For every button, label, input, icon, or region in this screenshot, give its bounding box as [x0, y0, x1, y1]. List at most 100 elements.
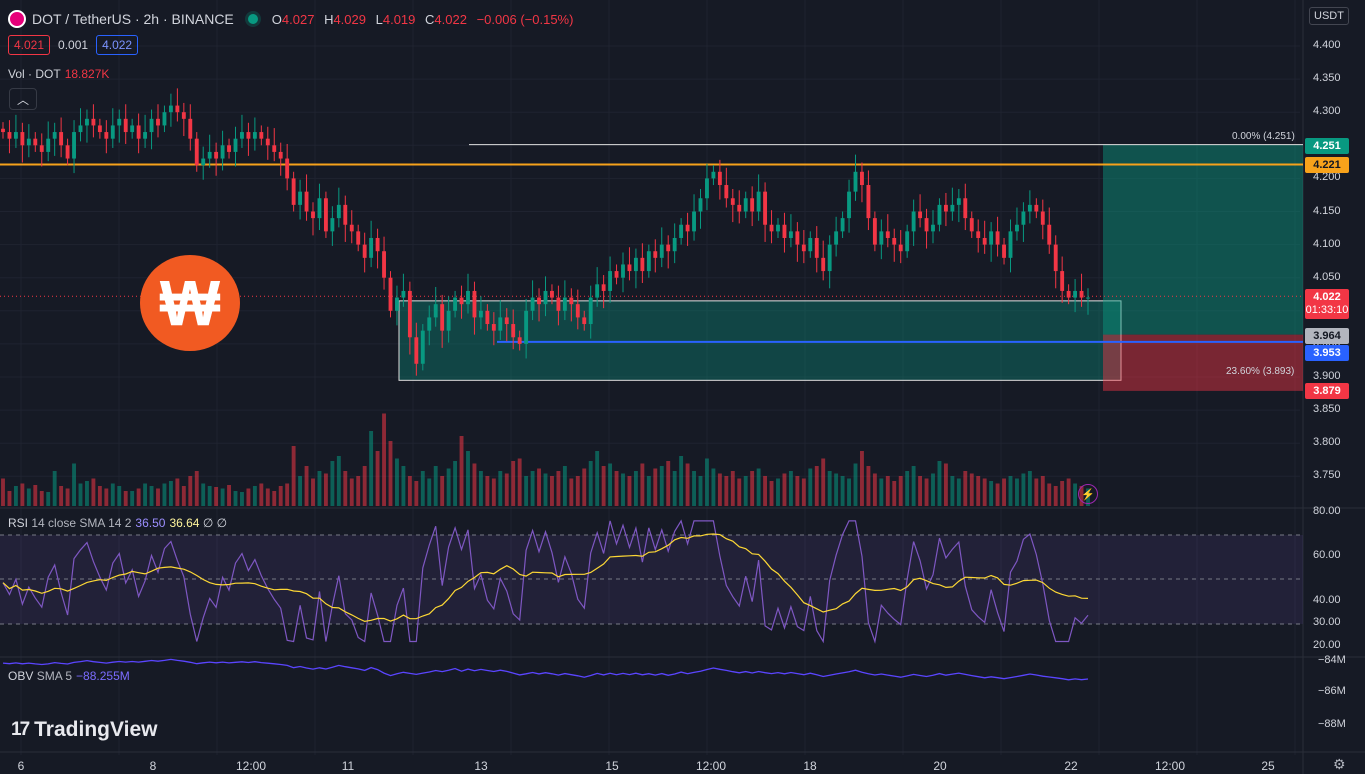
volume-bar: [659, 466, 664, 506]
volume-bar: [653, 468, 658, 506]
volume-bar: [743, 476, 748, 506]
volume-bar: [433, 466, 438, 506]
volume-bar: [705, 458, 709, 506]
candle-body: [498, 317, 503, 331]
currency-selector[interactable]: USDT: [1309, 7, 1349, 25]
tradingview-logo[interactable]: 17 TradingView: [11, 718, 158, 741]
candle-body: [1002, 244, 1006, 258]
candle-body: [931, 224, 935, 232]
volume-bar: [750, 471, 755, 506]
volume-bar: [847, 478, 851, 506]
candle-body: [427, 317, 432, 331]
volume-bar: [240, 492, 244, 506]
volume-bar: [91, 478, 96, 506]
volume-bar: [65, 488, 70, 506]
volume-bar: [20, 483, 25, 506]
symbol-title[interactable]: DOT / TetherUS · 2h · BINANCE: [32, 11, 234, 27]
volume-bar: [672, 471, 677, 506]
volume-bar: [317, 471, 322, 506]
candle-body: [136, 125, 141, 139]
volume-bar: [214, 487, 219, 506]
volume-bar: [608, 463, 613, 506]
candle-body: [1073, 290, 1078, 298]
volume-bar: [679, 456, 684, 506]
candle-body: [588, 297, 593, 325]
candle-body: [550, 290, 554, 298]
time-axis-label: 11: [341, 759, 355, 773]
candle-body: [672, 237, 677, 252]
lightning-icon[interactable]: ⚡: [1078, 484, 1098, 504]
volume-bar: [414, 481, 419, 506]
candle-body: [485, 310, 490, 325]
time-axis-label: 25: [1261, 759, 1275, 773]
candle-body: [272, 145, 277, 152]
volume-bar: [995, 483, 1000, 506]
rsi-axis-label: 40.00: [1313, 594, 1341, 606]
candle-body: [653, 251, 658, 258]
candle-body: [627, 264, 632, 272]
candle-body: [285, 158, 290, 179]
candle-body: [885, 231, 890, 238]
candle-body: [834, 231, 839, 245]
candle-body: [640, 257, 645, 272]
candle-body: [1066, 290, 1071, 298]
volume-bar: [143, 483, 148, 506]
candle-body: [898, 244, 903, 252]
volume-bar: [407, 476, 412, 506]
candle-body: [252, 132, 257, 139]
candle-body: [795, 231, 800, 245]
candle-body: [130, 125, 135, 133]
chevron-up-icon[interactable]: ︿: [9, 88, 37, 110]
candle-body: [78, 125, 83, 133]
candle-body: [220, 145, 225, 159]
candle-body: [336, 204, 341, 219]
candle-body: [730, 198, 735, 205]
volume-bar: [207, 486, 212, 506]
candle-body: [149, 118, 154, 133]
candle-body: [246, 132, 251, 139]
candle-body: [304, 191, 309, 212]
volume-bar: [963, 471, 968, 506]
volume-bar: [233, 491, 238, 506]
volume-bar: [950, 476, 955, 506]
volume-bar: [427, 478, 432, 506]
volume-bar: [924, 478, 929, 506]
candle-body: [524, 310, 529, 344]
volume-bar: [285, 483, 290, 506]
settings-gear-icon[interactable]: ⚙: [1333, 756, 1346, 772]
volume-bar: [472, 463, 477, 506]
candle-body: [608, 271, 613, 291]
candle-body: [91, 118, 96, 126]
candle-body: [872, 218, 877, 245]
buy-price-button[interactable]: 4.022: [96, 35, 139, 55]
ohlc-readout: O4.027 H4.029 L4.019 C4.022 −0.006 (−0.1…: [271, 11, 574, 27]
price-axis-label: 3.750: [1313, 469, 1341, 481]
volume-bar: [311, 478, 315, 506]
volume-bar: [943, 463, 948, 506]
candle-body: [511, 324, 516, 338]
take-profit-tag: 4.251: [1305, 138, 1349, 154]
candle-body: [685, 224, 690, 232]
candle-body: [776, 224, 780, 232]
candle-body: [466, 290, 470, 305]
volume-bar: [601, 466, 606, 506]
range-box: [398, 300, 1122, 381]
obv-legend[interactable]: OBV SMA 5 −88.255M: [8, 669, 130, 683]
time-axis-label: 18: [803, 759, 817, 773]
volume-bar: [685, 463, 690, 506]
rsi-sma-line: [2, 533, 1089, 623]
candle-body: [478, 310, 483, 318]
candle-body: [446, 310, 451, 331]
candle-body: [562, 297, 567, 311]
volume-bar: [860, 451, 864, 506]
rsi-legend[interactable]: RSI 14 close SMA 14 2 36.50 36.64 ∅ ∅: [8, 516, 228, 530]
candle-body: [59, 132, 64, 146]
volume-bar: [72, 463, 76, 506]
candle-body: [621, 264, 625, 278]
volume-bar: [440, 476, 445, 506]
sell-price-button[interactable]: 4.021: [8, 35, 51, 55]
candle-body: [13, 132, 18, 139]
volume-bar: [59, 486, 64, 506]
candle-body: [750, 198, 755, 212]
